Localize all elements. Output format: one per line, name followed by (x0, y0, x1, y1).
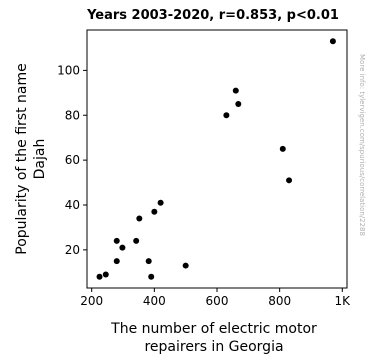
y-tick-label: 40 (65, 198, 80, 212)
data-point (145, 258, 152, 265)
data-point (279, 145, 286, 152)
data-point (113, 258, 120, 265)
data-point (157, 199, 164, 206)
x-axis-label-line-1: The number of electric motor (110, 321, 317, 337)
data-point (133, 237, 140, 244)
data-points (96, 38, 336, 280)
data-point (96, 273, 103, 280)
data-point (286, 177, 293, 184)
data-point (136, 215, 143, 222)
x-tick-label: 400 (143, 294, 166, 308)
chart-title: Years 2003-2020, r=0.853, p<0.01 (86, 8, 339, 23)
y-axis-label-line-2: Dajah (32, 139, 48, 180)
data-point (235, 101, 242, 108)
data-point (151, 208, 158, 215)
y-tick-label: 100 (57, 63, 80, 77)
data-point (329, 38, 336, 45)
data-point (102, 271, 109, 278)
x-axis-ticks: 200 400 600 800 1K (80, 288, 351, 308)
data-point (119, 244, 126, 251)
x-tick-label: 1K (335, 294, 352, 308)
x-axis-label-line-2: repairers in Georgia (144, 339, 283, 355)
source-note: More info: tylervigen.com/spurious/corre… (358, 54, 366, 236)
x-tick-label: 800 (268, 294, 291, 308)
plot-frame (86, 29, 348, 289)
y-tick-label: 80 (65, 108, 80, 122)
x-tick-label: 600 (206, 294, 229, 308)
y-tick-label: 20 (65, 243, 80, 257)
data-point (113, 237, 120, 244)
data-point (182, 262, 189, 269)
x-tick-label: 200 (80, 294, 103, 308)
data-point (232, 87, 239, 94)
data-point (148, 273, 155, 280)
data-point (223, 112, 230, 119)
y-axis-label-line-1: Popularity of the first name (14, 63, 30, 255)
y-tick-label: 60 (65, 153, 80, 167)
y-axis-ticks: 20 40 60 80 100 (57, 63, 87, 257)
